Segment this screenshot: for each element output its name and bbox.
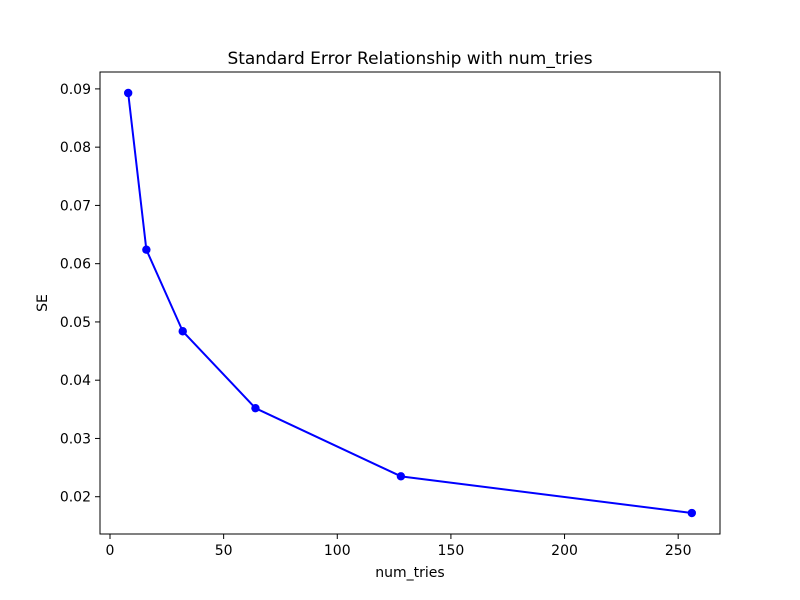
- y-tick-label: 0.08: [60, 140, 91, 156]
- data-series: [123, 88, 697, 518]
- y-tick-label: 0.02: [60, 490, 91, 506]
- data-point: [251, 403, 260, 413]
- x-axis-label: num_tries: [375, 565, 444, 581]
- x-tick-label: 250: [665, 543, 692, 559]
- y-tick-label: 0.03: [60, 431, 91, 447]
- plot-area: [99, 71, 721, 535]
- y-tick-label: 0.09: [60, 82, 91, 98]
- data-line: [127, 91, 693, 515]
- data-point: [178, 327, 187, 336]
- data-point: [687, 508, 697, 518]
- x-tick-label: 200: [551, 543, 578, 559]
- x-tick-label: 0: [106, 543, 115, 559]
- data-point: [142, 245, 151, 254]
- x-axis-ticks: 0 50 100 150 200 250: [106, 534, 692, 559]
- chart-title: Standard Error Relationship with num_tri…: [227, 49, 592, 69]
- x-tick-label: 100: [324, 543, 351, 559]
- y-tick-label: 0.05: [60, 315, 91, 331]
- y-tick-label: 0.07: [60, 198, 91, 214]
- x-tick-label: 50: [215, 543, 233, 559]
- x-tick-label: 150: [438, 543, 465, 559]
- y-tick-label: 0.04: [60, 373, 91, 389]
- data-point: [396, 472, 406, 481]
- y-tick-label: 0.06: [60, 257, 91, 273]
- y-axis-label: SE: [35, 294, 51, 312]
- y-axis-ticks: 0.02 0.03 0.04 0.05 0.06 0.07 0.08 0.09: [60, 82, 100, 506]
- data-point: [123, 88, 133, 98]
